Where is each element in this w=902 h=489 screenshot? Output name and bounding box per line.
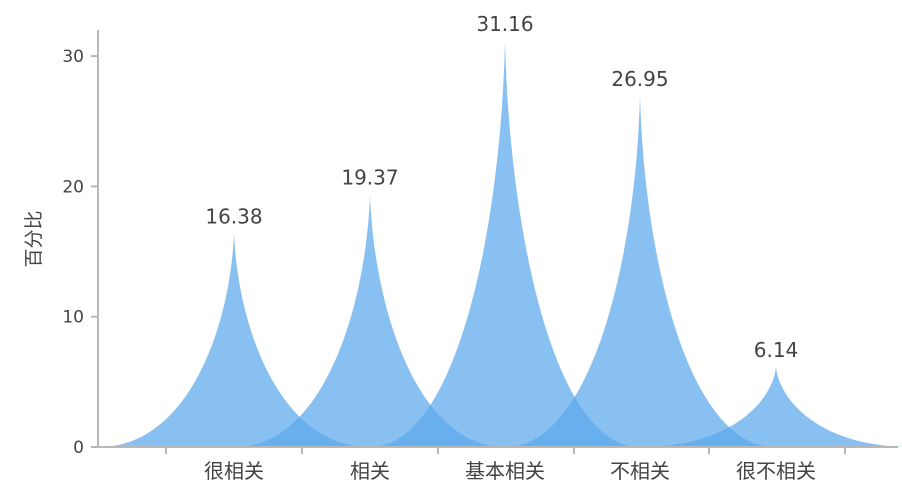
peak-5 — [641, 366, 902, 447]
peak-2 — [235, 194, 505, 447]
x-category-label: 不相关 — [610, 459, 670, 483]
data-label: 16.38 — [205, 205, 262, 229]
y-tick-label: 10 — [62, 308, 84, 328]
data-label: 6.14 — [754, 338, 799, 362]
data-label: 31.16 — [476, 12, 533, 36]
peak-series — [99, 40, 902, 448]
x-category-label: 很相关 — [204, 459, 264, 483]
x-category-label: 相关 — [350, 459, 390, 483]
y-axis-ticks: 0 10 20 30 — [62, 47, 98, 458]
peak-4 — [505, 95, 775, 448]
data-labels: 16.38 19.37 31.16 26.95 6.14 — [205, 12, 798, 362]
data-label: 19.37 — [341, 166, 398, 190]
y-tick-label: 20 — [62, 177, 84, 197]
y-tick-label: 0 — [73, 438, 84, 458]
peak-3 — [370, 40, 640, 447]
peak-1 — [99, 233, 369, 447]
y-axis-title: 百分比 — [23, 210, 45, 267]
y-tick-label: 30 — [62, 47, 84, 67]
x-axis-category-labels: 很相关 相关 基本相关 不相关 很不相关 — [204, 459, 816, 483]
x-axis-ticks — [165, 447, 846, 454]
x-category-label: 基本相关 — [465, 459, 545, 483]
data-label: 26.95 — [611, 67, 668, 91]
x-category-label: 很不相关 — [736, 459, 816, 483]
